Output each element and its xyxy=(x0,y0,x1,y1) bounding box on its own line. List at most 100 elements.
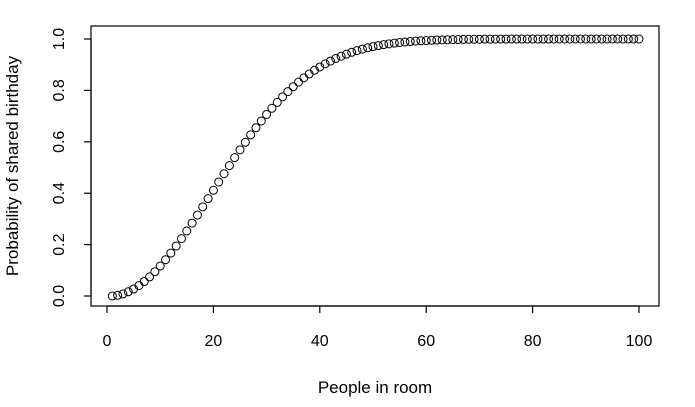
data-point xyxy=(283,87,293,97)
plot-frame xyxy=(90,25,660,307)
data-point xyxy=(299,73,309,83)
data-point xyxy=(272,97,282,107)
x-tick-label: 40 xyxy=(311,333,329,350)
x-tick-label: 100 xyxy=(626,333,653,350)
y-tick-label: 0.6 xyxy=(51,131,68,153)
data-point xyxy=(161,255,171,265)
data-point xyxy=(517,34,527,44)
data-point xyxy=(357,44,367,54)
data-point xyxy=(533,34,543,44)
data-point xyxy=(219,169,229,179)
data-point xyxy=(373,41,383,51)
data-point xyxy=(528,34,538,44)
data-point xyxy=(230,153,240,163)
data-point xyxy=(176,234,186,244)
data-point xyxy=(448,35,458,45)
x-axis: 0 20 40 60 80 100 xyxy=(103,305,653,350)
data-point xyxy=(490,34,500,44)
y-tick-label: 0.0 xyxy=(51,285,68,307)
x-tick-label: 80 xyxy=(524,333,542,350)
data-point xyxy=(235,145,245,155)
data-point xyxy=(203,194,213,204)
data-point xyxy=(575,34,585,44)
data-point xyxy=(400,37,410,47)
x-tick-label: 0 xyxy=(103,333,112,350)
data-point xyxy=(512,34,522,44)
data-point xyxy=(331,54,341,64)
data-point xyxy=(192,210,202,220)
data-point xyxy=(240,137,250,147)
data-point xyxy=(363,43,373,53)
data-point xyxy=(496,34,506,44)
data-point xyxy=(139,277,149,287)
data-point xyxy=(309,65,319,75)
data-point xyxy=(411,36,421,46)
data-point xyxy=(145,272,155,282)
data-point xyxy=(586,34,596,44)
data-point xyxy=(416,36,426,46)
data-point xyxy=(421,36,431,46)
data-point xyxy=(315,62,325,72)
data-point xyxy=(368,42,378,52)
data-point xyxy=(437,35,447,45)
data-point xyxy=(107,291,117,301)
data-point xyxy=(480,34,490,44)
data-point xyxy=(506,34,516,44)
data-point xyxy=(570,34,580,44)
data-point xyxy=(613,34,623,44)
data-point xyxy=(166,248,176,258)
data-point xyxy=(474,34,484,44)
data-point xyxy=(442,35,452,45)
data-point xyxy=(251,123,261,133)
data-point xyxy=(634,34,644,44)
data-point xyxy=(288,82,298,92)
data-point xyxy=(389,38,399,48)
data-point xyxy=(182,226,192,236)
data-point xyxy=(607,34,617,44)
data-point xyxy=(485,34,495,44)
data-point xyxy=(432,35,442,45)
data-point xyxy=(549,34,559,44)
data-point xyxy=(267,103,277,113)
data-point xyxy=(347,47,357,57)
data-point xyxy=(522,34,532,44)
data-point xyxy=(214,177,224,187)
data-point xyxy=(581,34,591,44)
data-point xyxy=(544,34,554,44)
data-point xyxy=(597,34,607,44)
data-point xyxy=(341,49,351,59)
data-point xyxy=(405,37,415,47)
data-point xyxy=(155,261,165,271)
data-point xyxy=(464,34,474,44)
data-point xyxy=(618,34,628,44)
y-axis-title: Probability of shared birthday xyxy=(3,55,22,276)
data-point xyxy=(187,218,197,228)
data-point xyxy=(565,34,575,44)
data-point xyxy=(458,34,468,44)
data-point xyxy=(336,51,346,61)
data-point xyxy=(602,34,612,44)
data-point xyxy=(208,185,218,195)
data-point xyxy=(352,46,362,56)
data-point xyxy=(294,77,304,87)
x-tick-label: 20 xyxy=(205,333,223,350)
data-point xyxy=(395,38,405,48)
x-tick-label: 60 xyxy=(417,333,435,350)
data-points xyxy=(107,34,644,301)
data-point xyxy=(629,34,639,44)
data-point xyxy=(262,109,272,119)
data-point xyxy=(118,289,128,299)
data-point xyxy=(538,34,548,44)
data-point xyxy=(198,202,208,212)
data-point xyxy=(469,34,479,44)
data-point xyxy=(384,39,394,49)
data-point xyxy=(560,34,570,44)
data-point xyxy=(171,241,181,251)
data-point xyxy=(453,35,463,45)
data-point xyxy=(320,59,330,69)
data-point xyxy=(224,161,234,171)
data-point xyxy=(150,267,160,277)
data-point xyxy=(123,287,133,297)
y-tick-label: 0.8 xyxy=(51,79,68,101)
